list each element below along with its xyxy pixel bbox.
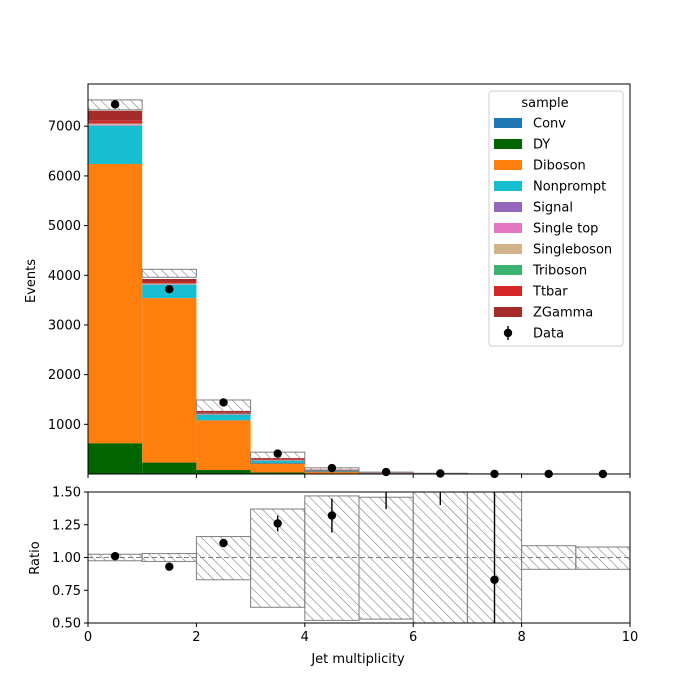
- stack-bar-dy: [196, 470, 251, 474]
- legend-label-dy: DY: [533, 138, 550, 153]
- y-tick-label: 4000: [48, 269, 81, 284]
- stack-bar-ttbar: [142, 281, 197, 284]
- data-point: [110, 100, 120, 109]
- legend-label-signal: Signal: [533, 201, 573, 216]
- legend-swatch-triboson: [494, 265, 522, 275]
- stack-bar-diboson: [250, 463, 305, 473]
- main-axes-frame: [87, 83, 631, 475]
- legend-swatch-nonprompt: [494, 181, 522, 191]
- legend-swatch-zgamma: [494, 307, 522, 317]
- x-tick-label: 2: [192, 630, 200, 645]
- y-tick-label: 2000: [48, 368, 81, 383]
- stack-bar-singleboson: [88, 123, 143, 125]
- y-tick-label: 1000: [48, 418, 81, 433]
- main-y-axis-label: Events: [24, 259, 39, 303]
- data-point: [219, 398, 228, 407]
- stack-bar-nonprompt: [88, 125, 143, 164]
- data-point: [273, 449, 282, 458]
- ratio-point: [490, 575, 499, 584]
- data-point: [327, 463, 337, 473]
- legend-swatch-dy: [494, 139, 522, 149]
- legend-label-conv: Conv: [533, 117, 566, 132]
- legend-label-single-top: Single top: [533, 222, 598, 237]
- legend-data-marker: [503, 328, 513, 338]
- main-panel: 1000 2000 3000 4000 5000 6000 7000: [48, 83, 631, 479]
- x-tick-label: 4: [301, 630, 309, 645]
- legend-swatch-signal: [494, 202, 522, 212]
- ratio-point: [273, 519, 282, 528]
- legend-label-data: Data: [533, 327, 564, 342]
- x-axis-label: Jet multiplicity: [310, 652, 405, 667]
- ratio-y-tick-label: 1.25: [52, 518, 81, 533]
- legend-label-ttbar: Ttbar: [532, 285, 568, 300]
- stack-bar-dy: [142, 462, 197, 474]
- data-point: [381, 467, 391, 477]
- stack-bar-diboson: [142, 298, 197, 463]
- ratio-uncertainty-band: [575, 546, 631, 570]
- ratio-point: [327, 511, 337, 520]
- ratio-point: [219, 538, 228, 548]
- legend-swatch-diboson: [494, 160, 522, 170]
- legend-title: sample: [521, 96, 568, 111]
- legend-label-diboson: Diboson: [533, 159, 586, 174]
- stack-bar-diboson: [88, 163, 143, 444]
- x-tick-label: 8: [517, 630, 525, 645]
- legend-label-nonprompt: Nonprompt: [533, 180, 606, 195]
- x-tick-label: 0: [84, 630, 92, 645]
- data-point: [165, 284, 174, 294]
- x-tick-label: 6: [409, 630, 417, 645]
- stack-bar-nonprompt: [196, 414, 251, 421]
- legend-swatch-ttbar: [494, 286, 522, 296]
- stack-bar-dy: [88, 443, 143, 474]
- stack-bar-diboson: [196, 420, 251, 471]
- y-tick-label: 6000: [48, 169, 81, 184]
- x-tick-label: 10: [622, 630, 639, 645]
- legend-label-triboson: Triboson: [532, 264, 587, 279]
- legend-swatch-singleboson: [494, 244, 522, 254]
- ratio-y-axis-label: Ratio: [28, 541, 43, 574]
- legend-label-zgamma: ZGamma: [533, 306, 593, 321]
- legend-box: [488, 90, 624, 347]
- stack-bar-dy: [250, 472, 305, 474]
- legend-swatch-conv: [494, 118, 522, 128]
- ratio-y-tick-label: 1.00: [52, 551, 81, 566]
- ratio-y-tick-label: 0.50: [52, 617, 81, 632]
- y-tick-label: 7000: [48, 120, 81, 135]
- stack-bar-diboson: [304, 471, 359, 474]
- mc-uncertainty-band: [141, 268, 197, 278]
- y-tick-label: 3000: [48, 318, 81, 333]
- legend-swatch-single-top: [494, 223, 522, 233]
- legend: sample Conv DY Diboson Nonprompt Signal Single…: [488, 90, 624, 347]
- stack-bar-zgamma: [88, 110, 143, 121]
- ratio-point: [110, 551, 120, 561]
- ratio-y-tick-label: 1.50: [52, 486, 81, 501]
- ratio-uncertainty-band: [358, 496, 414, 620]
- y-tick-label: 5000: [48, 219, 81, 234]
- stack-bar-zgamma: [142, 279, 197, 282]
- ratio-point: [165, 562, 174, 571]
- legend-label-singleboson: Singleboson: [533, 243, 612, 258]
- ratio-panel: 0.50 0.75 1.00 1.25 1.50 0 2 4 6 8 10: [52, 486, 638, 646]
- stack-bar-ttbar: [88, 120, 143, 124]
- ratio-y-tick-label: 0.75: [52, 584, 81, 599]
